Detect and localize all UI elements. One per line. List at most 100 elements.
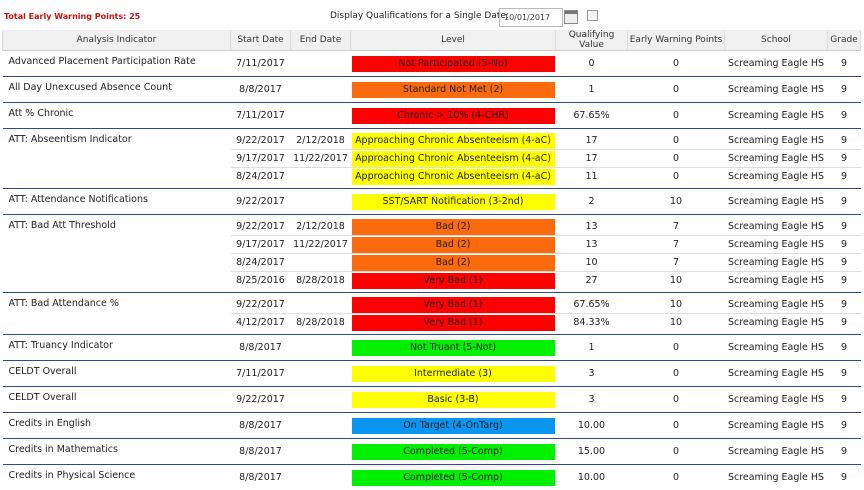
- column-header: Early Warning Points: [628, 30, 725, 51]
- indicator: All Day Unexcused Absence Count: [3, 77, 231, 103]
- level: Bad (2): [352, 237, 555, 253]
- level-cell: Bad (2): [351, 215, 556, 236]
- qualifying-value: 1: [556, 335, 628, 361]
- school: Screaming Eagle HS: [725, 387, 828, 413]
- grade: 9: [828, 439, 861, 465]
- level-cell: Completed (5-Comp): [351, 439, 556, 465]
- indicator: CELDT Overall: [3, 387, 231, 413]
- early-warning-points: 0: [628, 168, 725, 189]
- early-warning-points: 0: [628, 387, 725, 413]
- end-date: [291, 77, 351, 103]
- level: Approaching Chronic Absenteeism (4-aC): [352, 169, 555, 185]
- qualifying-value: 67.65%: [556, 293, 628, 314]
- grade: 9: [828, 387, 861, 413]
- level-cell: Bad (2): [351, 254, 556, 272]
- start-date: 8/8/2017: [231, 439, 291, 465]
- qualifying-value: 17: [556, 129, 628, 150]
- grade: 9: [828, 254, 861, 272]
- qualifying-value: 0: [556, 51, 628, 77]
- grade: 9: [828, 465, 861, 490]
- early-warning-points: 10: [628, 272, 725, 293]
- school: Screaming Eagle HS: [725, 413, 828, 439]
- early-warning-points: 7: [628, 215, 725, 236]
- start-date: 9/22/2017: [231, 293, 291, 314]
- early-warning-points: 0: [628, 77, 725, 103]
- start-date: 8/8/2017: [231, 413, 291, 439]
- total-warning-points: Total Early Warning Points: 25: [4, 12, 140, 21]
- grade: 9: [828, 413, 861, 439]
- qualifying-value: 27: [556, 272, 628, 293]
- start-date: 9/22/2017: [231, 189, 291, 215]
- start-date: 8/24/2017: [231, 168, 291, 189]
- school: Screaming Eagle HS: [725, 314, 828, 335]
- level-cell: Very Bad (1): [351, 314, 556, 335]
- start-date: 8/8/2017: [231, 335, 291, 361]
- early-warning-points: 0: [628, 103, 725, 129]
- grade: 9: [828, 150, 861, 168]
- level: Completed (5-Comp): [352, 444, 555, 460]
- school: Screaming Eagle HS: [725, 215, 828, 236]
- level-cell: Approaching Chronic Absenteeism (4-aC): [351, 168, 556, 189]
- level: Chronic > 10% (4-CHR): [352, 108, 555, 124]
- qualifying-value: 3: [556, 361, 628, 387]
- early-warning-points: 10: [628, 293, 725, 314]
- indicator: ATT: Attendance Notifications: [3, 189, 231, 215]
- qualifying-value: 1: [556, 77, 628, 103]
- end-date: [291, 189, 351, 215]
- end-date: [291, 51, 351, 77]
- early-warning-points: 0: [628, 413, 725, 439]
- indicator: Credits in Mathematics: [3, 439, 231, 465]
- early-warning-points: 10: [628, 189, 725, 215]
- column-header: Grade: [828, 30, 861, 51]
- level: SST/SART Notification (3-2nd): [352, 194, 555, 210]
- end-date: [291, 387, 351, 413]
- clear-button[interactable]: [587, 10, 598, 21]
- start-date: 8/25/2016: [231, 272, 291, 293]
- school: Screaming Eagle HS: [725, 439, 828, 465]
- level-cell: Approaching Chronic Absenteeism (4-aC): [351, 150, 556, 168]
- early-warning-points: 0: [628, 150, 725, 168]
- level-cell: Standard Not Met (2): [351, 77, 556, 103]
- grade: 9: [828, 361, 861, 387]
- start-date: 4/12/2017: [231, 314, 291, 335]
- indicator: ATT: Truancy Indicator: [3, 335, 231, 361]
- early-warning-points: 0: [628, 129, 725, 150]
- level-cell: Approaching Chronic Absenteeism (4-aC): [351, 129, 556, 150]
- start-date: 7/11/2017: [231, 103, 291, 129]
- qualifying-value: 10: [556, 254, 628, 272]
- page: Total Early Warning Points: 25 Display Q…: [0, 0, 864, 463]
- level: Very Bad (1): [352, 315, 555, 331]
- end-date: [291, 465, 351, 490]
- calendar-button[interactable]: [564, 10, 578, 24]
- column-header: Start Date: [231, 30, 291, 51]
- grade: 9: [828, 189, 861, 215]
- level-cell: Very Bad (1): [351, 293, 556, 314]
- indicator: Credits in English: [3, 413, 231, 439]
- date-input[interactable]: 10/01/2017: [499, 8, 563, 27]
- qualifying-value: 15.00: [556, 439, 628, 465]
- level: Bad (2): [352, 219, 555, 235]
- level: Not Participated (5-No): [352, 56, 555, 72]
- start-date: 9/22/2017: [231, 129, 291, 150]
- qualifying-value: 3: [556, 387, 628, 413]
- qualifying-value: 10.00: [556, 413, 628, 439]
- column-header: End Date: [291, 30, 351, 51]
- early-warning-points: 0: [628, 465, 725, 490]
- start-date: 9/17/2017: [231, 150, 291, 168]
- end-date: [291, 439, 351, 465]
- level-cell: On Target (4-OnTarg): [351, 413, 556, 439]
- qualifying-value: 2: [556, 189, 628, 215]
